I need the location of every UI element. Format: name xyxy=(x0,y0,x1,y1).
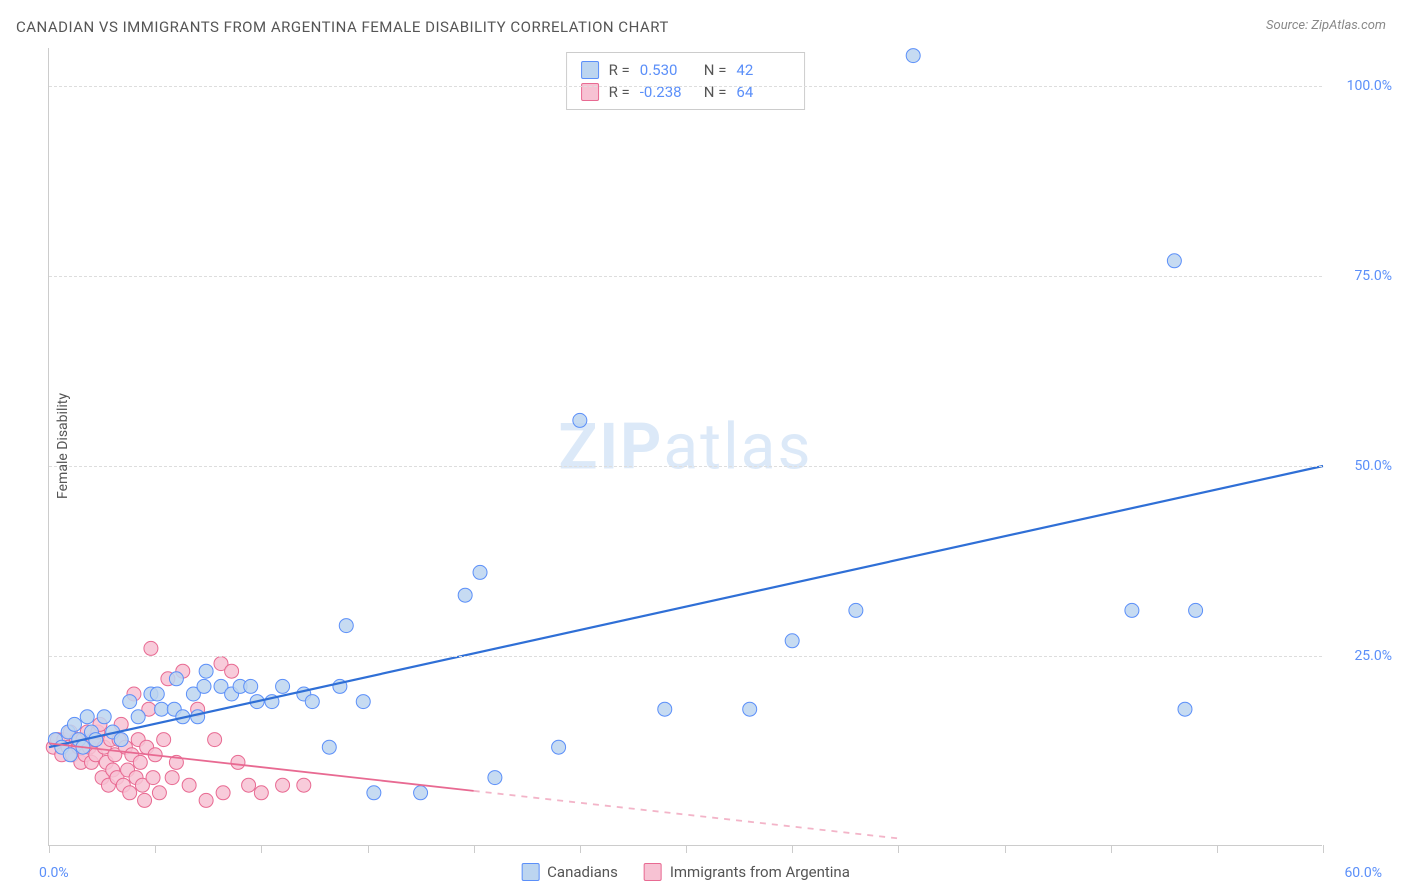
data-point xyxy=(199,664,213,678)
data-point xyxy=(199,793,213,807)
data-point xyxy=(123,786,137,800)
data-point xyxy=(658,702,672,716)
y-tick-label: 25.0% xyxy=(1332,648,1392,664)
y-tick-label: 75.0% xyxy=(1332,268,1392,284)
x-tick xyxy=(474,845,475,853)
swatch-series2-icon xyxy=(644,863,662,881)
data-point xyxy=(414,786,428,800)
source-attribution: Source: ZipAtlas.com xyxy=(1266,18,1386,33)
data-point xyxy=(97,710,111,724)
data-point xyxy=(322,740,336,754)
legend-item-series1: Canadians xyxy=(521,863,618,881)
data-point xyxy=(276,778,290,792)
data-point xyxy=(552,740,566,754)
data-point xyxy=(208,733,222,747)
n-label: N = xyxy=(704,61,727,79)
data-point xyxy=(906,49,920,63)
data-point xyxy=(63,748,77,762)
data-point xyxy=(1125,603,1139,617)
x-tick xyxy=(1323,845,1324,853)
stats-row-series1: R = 0.530 N = 42 xyxy=(581,59,791,81)
data-point xyxy=(242,778,256,792)
gridline xyxy=(49,466,1322,467)
x-tick xyxy=(1111,845,1112,853)
data-point xyxy=(131,710,145,724)
plot-area: ZIPatlas R = 0.530 N = 42 R = -0.238 N =… xyxy=(48,48,1322,846)
swatch-series1-icon xyxy=(521,863,539,881)
y-tick-label: 50.0% xyxy=(1332,458,1392,474)
data-point xyxy=(488,771,502,785)
data-point xyxy=(191,710,205,724)
data-point xyxy=(244,679,258,693)
data-point xyxy=(197,679,211,693)
data-point xyxy=(157,733,171,747)
data-point xyxy=(133,755,147,769)
data-point xyxy=(458,588,472,602)
data-point xyxy=(152,786,166,800)
data-point xyxy=(123,695,137,709)
y-axis-label: Female Disability xyxy=(55,393,71,499)
data-point xyxy=(473,565,487,579)
data-point xyxy=(138,793,152,807)
data-point xyxy=(114,733,128,747)
x-tick xyxy=(686,845,687,853)
chart-svg xyxy=(49,48,1322,845)
bottom-legend: Canadians Immigrants from Argentina xyxy=(521,863,850,881)
data-point xyxy=(276,679,290,693)
swatch-series1 xyxy=(581,61,599,79)
x-tick xyxy=(49,845,50,853)
data-point xyxy=(155,702,169,716)
stats-row-series2: R = -0.238 N = 64 xyxy=(581,81,791,103)
data-point xyxy=(146,771,160,785)
n-value-series1: 42 xyxy=(736,61,790,79)
gridline xyxy=(49,86,1322,87)
x-axis-max-label: 60.0% xyxy=(1344,865,1382,881)
data-point xyxy=(169,672,183,686)
data-point xyxy=(144,641,158,655)
data-point xyxy=(356,695,370,709)
chart-title: CANADIAN VS IMMIGRANTS FROM ARGENTINA FE… xyxy=(16,18,669,36)
data-point xyxy=(182,778,196,792)
data-point xyxy=(297,778,311,792)
data-point xyxy=(231,755,245,769)
x-tick xyxy=(1217,845,1218,853)
y-tick-label: 100.0% xyxy=(1332,78,1392,94)
data-point xyxy=(367,786,381,800)
data-point xyxy=(1167,254,1181,268)
gridline xyxy=(49,656,1322,657)
data-point xyxy=(573,413,587,427)
x-tick xyxy=(898,845,899,853)
data-point xyxy=(305,695,319,709)
x-tick xyxy=(261,845,262,853)
data-point xyxy=(743,702,757,716)
x-tick xyxy=(580,845,581,853)
data-point xyxy=(216,786,230,800)
x-tick xyxy=(1005,845,1006,853)
stats-legend-box: R = 0.530 N = 42 R = -0.238 N = 64 xyxy=(566,52,806,110)
data-point xyxy=(80,710,94,724)
legend-item-series2: Immigrants from Argentina xyxy=(644,863,850,881)
legend-label-series1: Canadians xyxy=(547,863,618,881)
x-tick xyxy=(368,845,369,853)
data-point xyxy=(785,634,799,648)
data-point xyxy=(165,771,179,785)
r-label: R = xyxy=(609,61,630,79)
data-point xyxy=(1189,603,1203,617)
data-point xyxy=(254,786,268,800)
data-point xyxy=(849,603,863,617)
legend-label-series2: Immigrants from Argentina xyxy=(670,863,850,881)
data-point xyxy=(67,717,81,731)
data-point xyxy=(150,687,164,701)
gridline xyxy=(49,276,1322,277)
x-tick xyxy=(155,845,156,853)
x-axis-min-label: 0.0% xyxy=(39,865,69,881)
r-value-series1: 0.530 xyxy=(640,61,694,79)
x-tick xyxy=(792,845,793,853)
data-point xyxy=(339,619,353,633)
data-point xyxy=(1178,702,1192,716)
data-point xyxy=(225,664,239,678)
